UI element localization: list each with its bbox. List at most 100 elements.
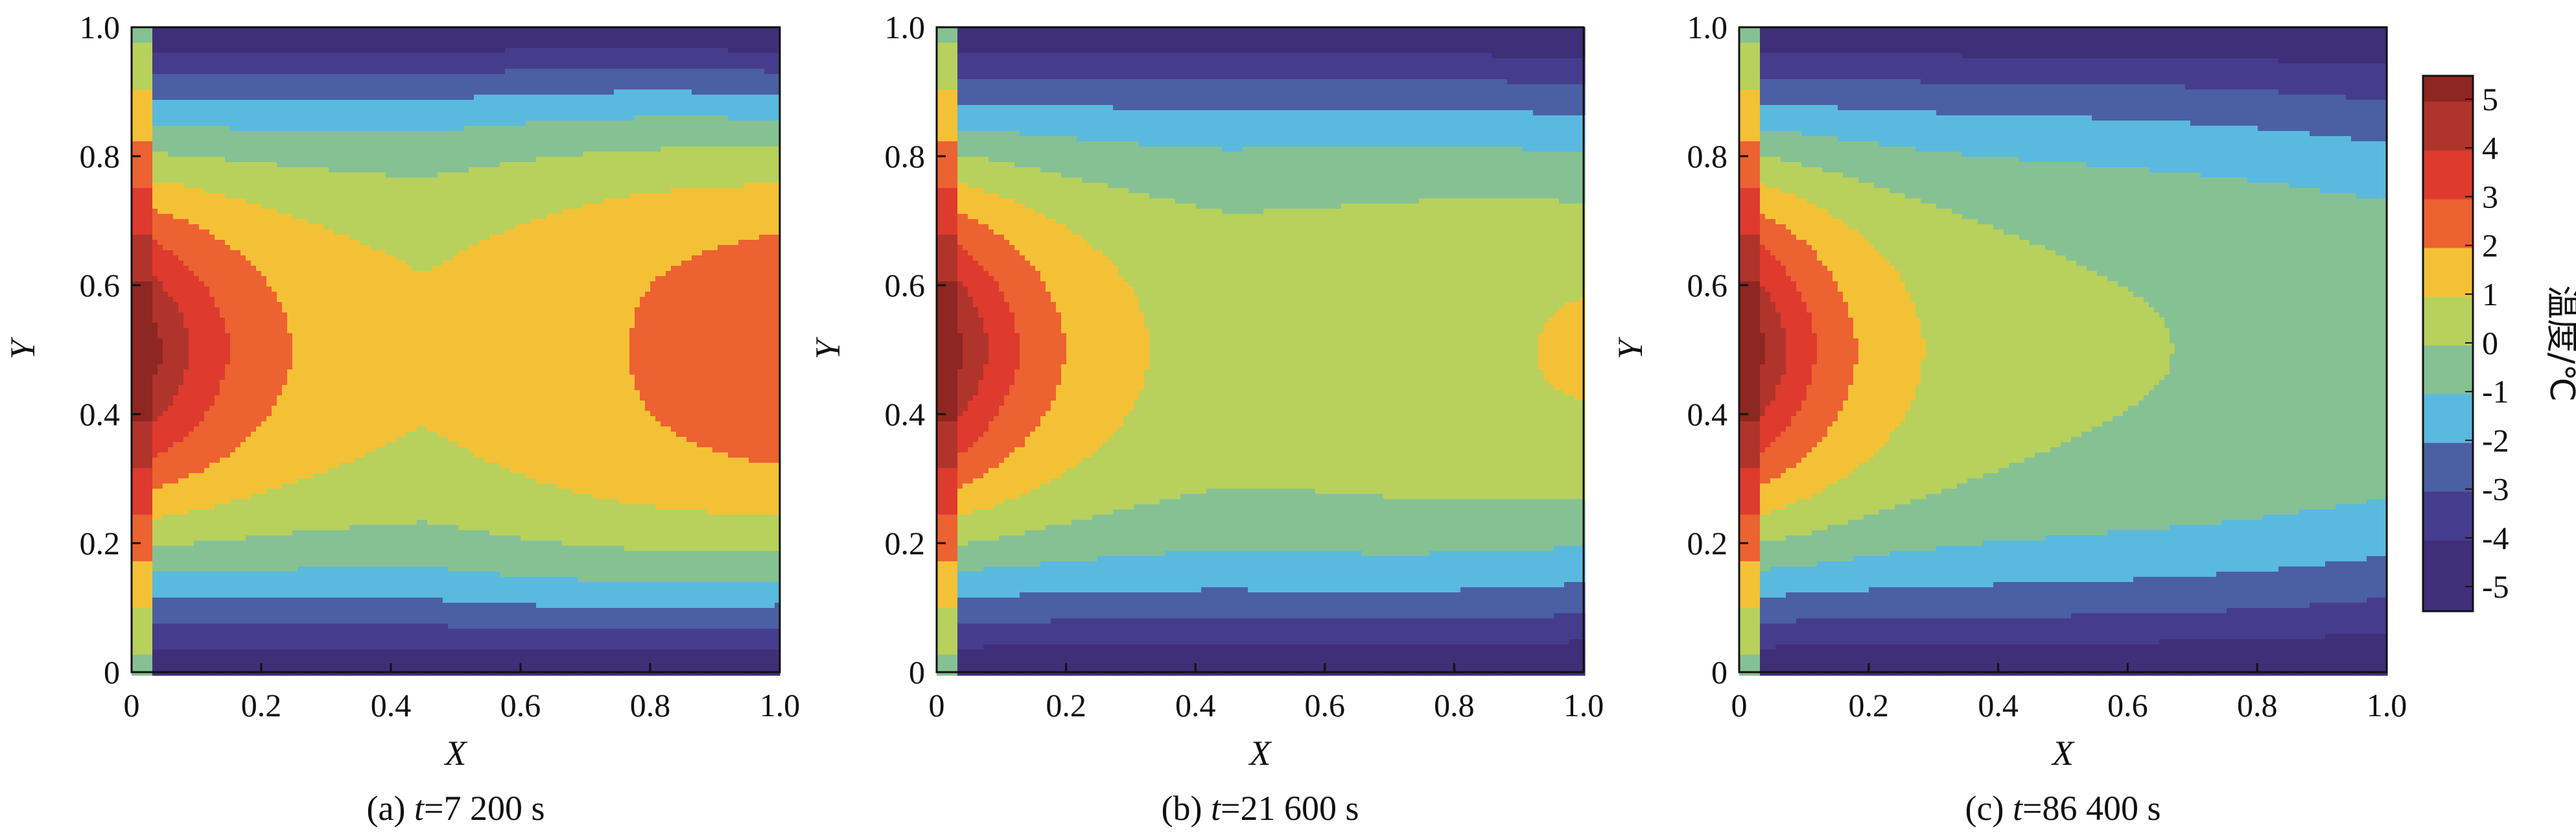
contour-cell: [650, 32, 656, 38]
contour-cell: [287, 48, 293, 54]
contour-cell: [391, 38, 397, 43]
contour-cell: [474, 43, 480, 49]
contour-cell: [443, 38, 449, 43]
contour-cell: [339, 58, 345, 64]
contour-cell: [718, 32, 723, 38]
contour-cell: [287, 58, 293, 64]
contour-cell: [681, 53, 687, 59]
contour-cell: [453, 43, 459, 49]
contour-cell: [432, 43, 438, 49]
contour-cell: [593, 48, 599, 54]
contour-cell: [572, 53, 578, 59]
contour-cell: [396, 38, 402, 43]
contour-cell: [614, 38, 620, 43]
contour-cell: [754, 48, 760, 54]
contour-cell: [230, 53, 236, 59]
contour-cell: [635, 38, 640, 43]
contour-cell: [365, 38, 371, 43]
contour-cell: [158, 38, 163, 43]
contour-cell: [225, 38, 231, 43]
contour-cell: [697, 38, 703, 43]
contour-cell: [432, 32, 438, 38]
contour-cell: [183, 32, 189, 38]
contour-cell: [292, 32, 298, 38]
contour-cell: [749, 53, 755, 59]
contour-cell: [546, 43, 552, 49]
contour-cell: [469, 32, 474, 38]
contour-cell: [458, 38, 464, 43]
contour-cell: [303, 48, 309, 54]
contour-cell: [686, 32, 692, 38]
contour-cell: [401, 38, 407, 43]
contour-cell: [712, 53, 718, 59]
contour-cell: [505, 32, 511, 38]
contour-cell: [401, 48, 407, 54]
contour-cell: [474, 48, 480, 54]
contour-cell: [256, 48, 262, 54]
contour-cell: [194, 58, 200, 64]
contour-cell: [718, 53, 723, 59]
contour-cell: [614, 43, 620, 49]
contour-cell: [272, 48, 277, 54]
contour-cell: [375, 53, 381, 59]
contour-cell: [251, 53, 257, 59]
contour-cell: [329, 58, 334, 64]
contour-cell: [463, 53, 469, 59]
contour-cell: [723, 32, 729, 38]
contour-cell: [536, 32, 542, 38]
contour-cell: [655, 48, 661, 54]
contour-cell: [168, 48, 174, 54]
contour-cell: [614, 32, 620, 38]
contour-cell: [645, 43, 651, 49]
contour-cell: [448, 32, 454, 38]
contour-cell: [225, 48, 231, 54]
contour-cell: [453, 53, 459, 59]
contour-cell: [329, 38, 334, 43]
contour-cell: [158, 43, 163, 49]
contour-cell: [738, 38, 744, 43]
contour-cell: [199, 53, 205, 59]
contour-cell: [173, 58, 179, 64]
contour-cell: [671, 48, 677, 54]
contour-cell: [686, 43, 692, 49]
contour-cell: [220, 58, 226, 64]
contour-cell: [303, 58, 309, 64]
contour-cell: [287, 43, 293, 49]
contour-cell: [552, 53, 557, 59]
contour-cell: [355, 43, 360, 49]
contour-cell: [308, 53, 314, 59]
contour-cell: [199, 38, 205, 43]
contour-cell: [567, 48, 573, 54]
contour-cell: [603, 43, 609, 49]
contour-cell: [386, 38, 392, 43]
contour-cell: [484, 32, 490, 38]
contour-cell: [552, 43, 557, 49]
contour-cell: [681, 43, 687, 49]
contour-cell: [536, 48, 542, 54]
contour-cell: [463, 32, 469, 38]
contour-cell: [318, 53, 324, 59]
contour-cell: [728, 48, 734, 54]
contour-cell: [707, 43, 713, 49]
contour-cell: [355, 53, 360, 59]
contour-cell: [640, 53, 646, 59]
contour-cell: [282, 32, 288, 38]
contour-cell: [339, 53, 345, 59]
panel-a-plot: [132, 27, 780, 676]
contour-cell: [458, 32, 464, 38]
contour-cell: [707, 48, 713, 54]
contour-cell: [246, 58, 252, 64]
contour-cell: [526, 32, 532, 38]
contour-cell: [308, 48, 314, 54]
contour-cell: [204, 53, 210, 59]
contour-cell: [329, 53, 334, 59]
contour-cell: [230, 43, 236, 49]
contour-cell: [489, 43, 495, 49]
contour-cell: [251, 48, 257, 54]
contour-cell: [500, 32, 506, 38]
contour-cell: [536, 38, 542, 43]
contour-cell: [417, 48, 423, 54]
contour-cell: [744, 32, 749, 38]
contour-cell: [256, 32, 262, 38]
contour-cell: [702, 48, 708, 54]
